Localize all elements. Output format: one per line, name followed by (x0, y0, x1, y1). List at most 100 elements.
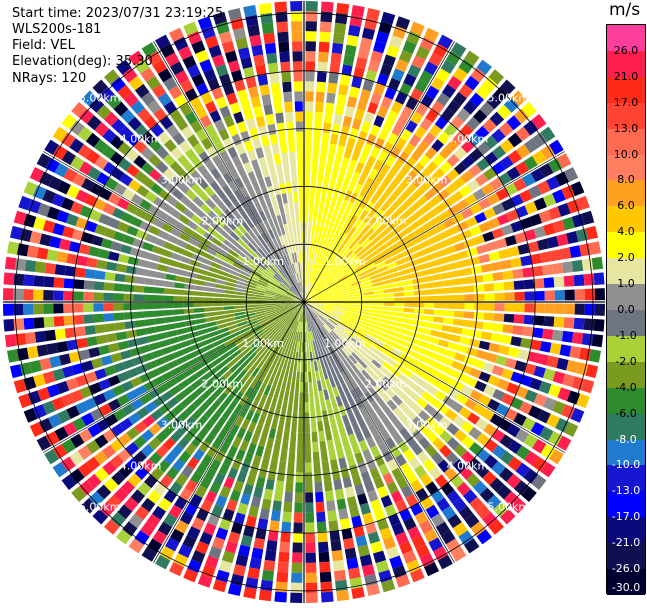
ppi-gate (327, 153, 335, 164)
ppi-gate (105, 323, 116, 332)
ppi-gate (311, 362, 315, 372)
ppi-gate (281, 152, 288, 163)
ppi-gate (404, 291, 414, 296)
ppi-gate (305, 131, 312, 141)
ppi-gate (154, 318, 165, 325)
ppi-gate (502, 270, 513, 279)
ppi-gate (256, 116, 266, 127)
ppi-gate (164, 281, 175, 288)
ppi-gate (488, 343, 500, 353)
ppi-gate (308, 232, 311, 242)
ppi-gate (272, 500, 281, 511)
ppi-gate (104, 282, 115, 291)
ppi-gate (595, 304, 605, 316)
ppi-gate (37, 247, 49, 259)
ppi-gate (321, 592, 334, 603)
ppi-gate (116, 331, 127, 340)
ppi-gate (251, 496, 261, 508)
ppi-gate (335, 489, 345, 500)
ppi-gate (35, 261, 46, 273)
ppi-gate (426, 252, 437, 260)
ppi-gate (258, 126, 267, 137)
ppi-gate (277, 471, 285, 482)
ppi-gate (355, 452, 365, 464)
ppi-gate (126, 330, 137, 339)
ppi-gate (278, 420, 285, 431)
ppi-gate (152, 245, 164, 254)
ppi-gate (256, 477, 266, 488)
ppi-gate (492, 272, 503, 281)
ppi-gate (275, 12, 287, 23)
ppi-gate (255, 445, 264, 456)
ppi-gate (270, 134, 278, 145)
ppi-gate (118, 341, 129, 351)
colorbar-tick-label: 4.0 (607, 226, 645, 238)
ppi-gate (555, 304, 565, 315)
ppi-gate (305, 61, 315, 71)
ppi-gate (278, 173, 285, 184)
ppi-gate (258, 467, 267, 478)
ppi-gate (327, 510, 337, 521)
range-ring-label: 4.00km (120, 459, 162, 472)
ppi-gate (291, 583, 303, 593)
ppi-gate (328, 73, 338, 84)
ppi-gate (311, 422, 317, 432)
ppi-gate (383, 288, 393, 293)
ppi-gate (167, 330, 178, 338)
ppi-gate (7, 349, 19, 363)
ppi-gate (113, 303, 123, 311)
ppi-gate (476, 350, 488, 360)
ppi-gate (374, 306, 384, 310)
ppi-gate (133, 294, 143, 301)
ppi-gate (4, 272, 15, 285)
ppi-gate (263, 104, 273, 115)
ppi-gate (354, 305, 364, 308)
ppi-gate (164, 303, 174, 309)
ppi-gate (154, 310, 164, 317)
ppi-gate (401, 274, 412, 280)
ppi-gate (283, 92, 292, 103)
ppi-gate (423, 315, 434, 321)
ppi-gate (403, 313, 413, 319)
ppi-gate (257, 518, 268, 530)
ppi-gate (254, 424, 262, 435)
ppi-gate (64, 315, 75, 325)
ppi-gate (143, 303, 153, 310)
ppi-gate (264, 417, 272, 428)
ppi-gate (243, 5, 257, 17)
ppi-gate (542, 264, 553, 275)
ppi-gate (289, 391, 294, 401)
ppi-gate (284, 203, 290, 214)
ppi-gate (294, 202, 299, 212)
ppi-gate (592, 334, 603, 347)
ppi-gate (205, 317, 216, 323)
ppi-gate (123, 303, 133, 310)
ppi-gate (251, 433, 260, 444)
ppi-gate (285, 482, 293, 493)
ppi-gate (278, 552, 289, 563)
ppi-gate (263, 33, 275, 44)
ppi-gate (268, 428, 276, 439)
ppi-gate (344, 147, 353, 158)
ppi-gate (204, 307, 214, 312)
ppi-gate (204, 303, 214, 307)
ppi-gate (279, 542, 290, 553)
ppi-gate (224, 310, 234, 314)
ppi-gate (53, 303, 63, 313)
ppi-gate (305, 101, 313, 111)
ppi-gate (447, 342, 458, 351)
ppi-gate (174, 289, 184, 295)
ppi-gate (268, 469, 277, 480)
ppi-gate (306, 563, 317, 573)
ppi-gate (424, 303, 434, 308)
ppi-gate (305, 152, 311, 162)
ppi-gate (306, 583, 318, 593)
ppi-gate (494, 303, 504, 311)
ppi-gate (555, 290, 565, 301)
ppi-gate (174, 309, 184, 315)
ppi-gate (294, 91, 303, 101)
ppi-gate (161, 249, 172, 258)
ppi-gate (246, 474, 256, 486)
ppi-gate (354, 299, 364, 301)
ppi-gate (157, 332, 168, 340)
